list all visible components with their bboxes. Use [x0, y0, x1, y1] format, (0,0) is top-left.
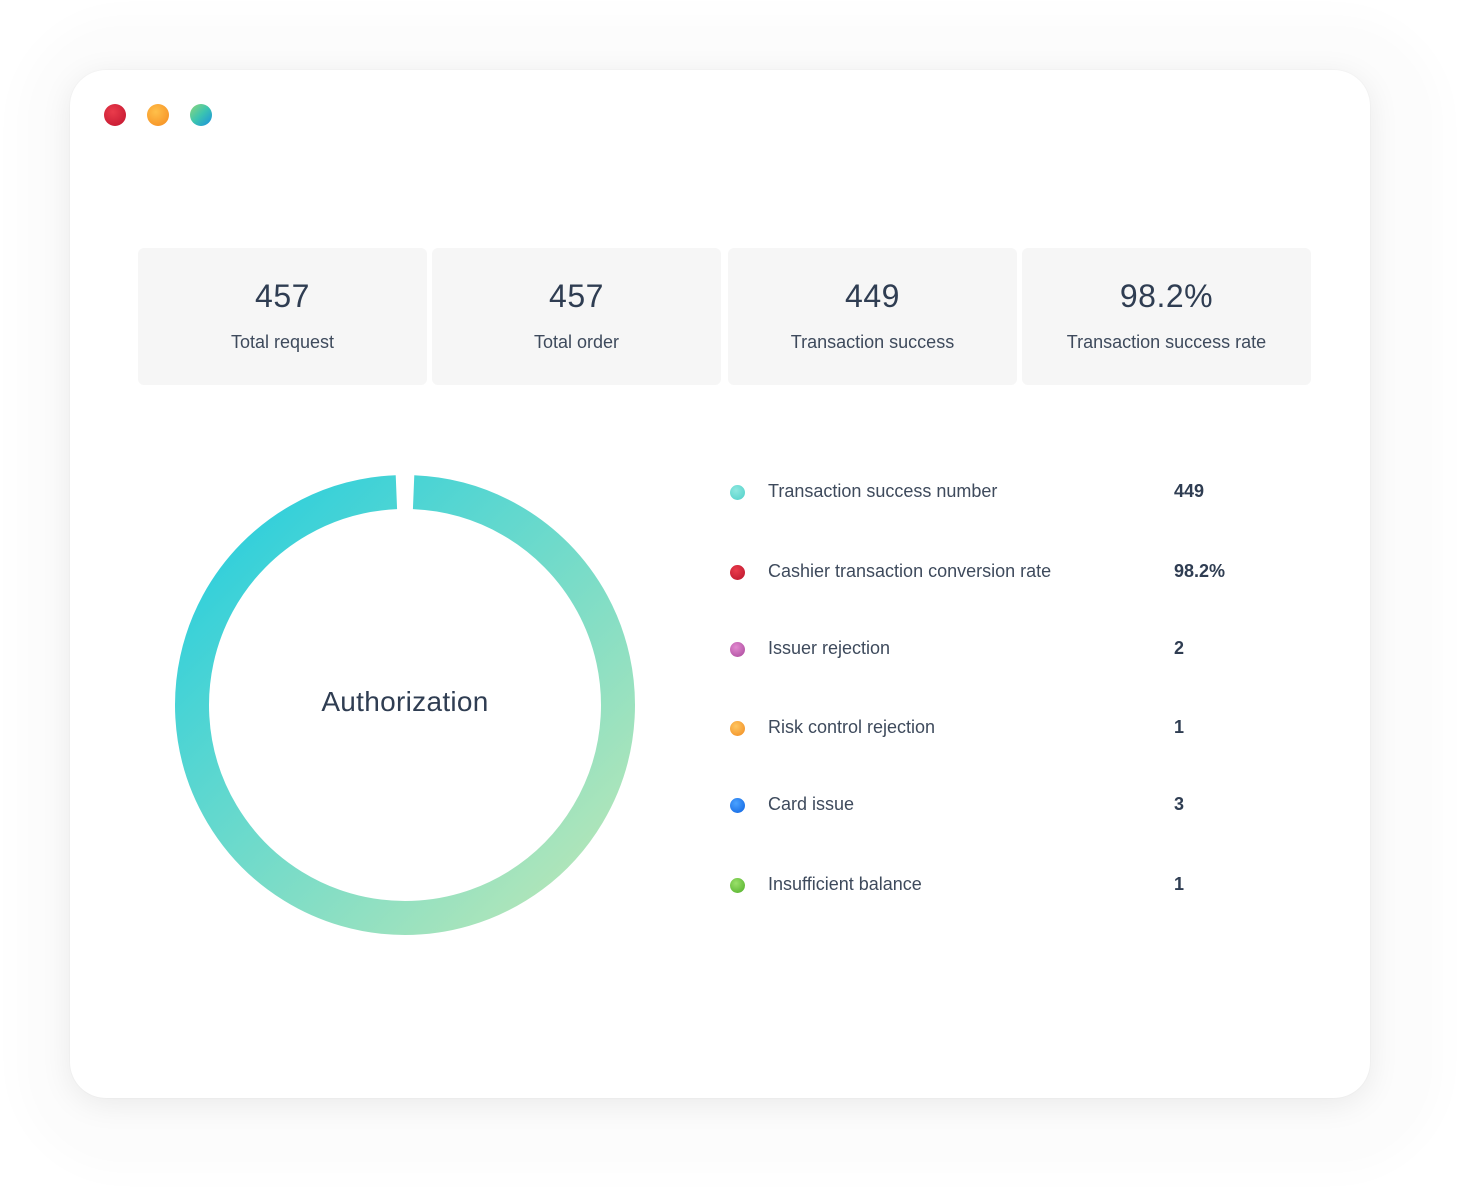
legend-item-issuer-rejection: Issuer rejection 2 [730, 634, 1290, 664]
close-dot[interactable] [104, 104, 126, 126]
legend-value: 98.2% [1174, 561, 1226, 581]
purple-dot-icon [730, 642, 745, 657]
legend-value: 1 [1174, 717, 1185, 737]
donut-arc [175, 475, 635, 935]
blue-dot-icon [730, 798, 745, 813]
legend-label: Insufficient balance [768, 874, 922, 894]
stat-card-total-request: 457 Total request [138, 248, 427, 385]
legend-label: Card issue [768, 794, 855, 814]
maximize-dot[interactable] [190, 104, 212, 126]
teal-dot-icon [730, 485, 745, 500]
minimize-dot[interactable] [147, 104, 169, 126]
stat-card-transaction-success-rate: 98.2% Transaction success rate [1022, 248, 1311, 385]
stat-card-transaction-success: 449 Transaction success [728, 248, 1017, 385]
orange-dot-icon [730, 721, 745, 736]
legend-label: Risk control rejection [768, 717, 936, 737]
legend-value: 2 [1174, 638, 1185, 658]
stat-label: Total order [533, 332, 620, 352]
legend-label: Issuer rejection [768, 638, 891, 658]
app-window: 457 Total request 457 Total order 449 Tr… [70, 70, 1370, 1098]
green-dot-icon [730, 878, 745, 893]
legend-value: 449 [1174, 481, 1205, 501]
stat-value: 457 [255, 278, 310, 314]
legend-value: 3 [1174, 794, 1185, 814]
stat-value: 98.2% [1119, 278, 1214, 314]
stat-card-total-order: 457 Total order [432, 248, 721, 385]
authorization-donut: Authorization [174, 474, 636, 936]
legend-label: Transaction success number [768, 481, 998, 501]
legend-item-transaction-success-number: Transaction success number 449 [730, 477, 1290, 507]
legend-label: Cashier transaction conversion rate [768, 561, 1052, 581]
stat-value: 449 [845, 278, 900, 314]
red-dot-icon [730, 565, 745, 580]
stat-value: 457 [549, 278, 604, 314]
legend-item-cashier-conversion-rate: Cashier transaction conversion rate 98.2… [730, 557, 1290, 587]
legend-item-risk-control-rejection: Risk control rejection 1 [730, 713, 1290, 743]
legend-value: 1 [1174, 874, 1185, 894]
donut-ring [175, 475, 635, 935]
stat-label: Total request [230, 332, 335, 352]
stat-label: Transaction success rate [1066, 332, 1267, 352]
donut-center-label: Authorization [321, 686, 489, 717]
legend-item-card-issue: Card issue 3 [730, 790, 1290, 820]
legend-item-insufficient-balance: Insufficient balance 1 [730, 870, 1290, 900]
stat-label: Transaction success [790, 332, 955, 352]
